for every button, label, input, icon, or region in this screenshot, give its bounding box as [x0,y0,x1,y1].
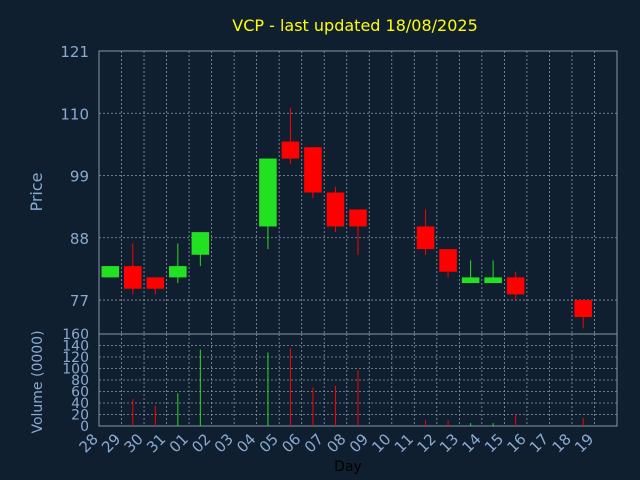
volume-tick-label: 80 [71,373,89,389]
candle-body [146,277,165,289]
candle-body [461,277,480,284]
volume-tick-label: 40 [71,396,89,412]
price-axis-tick-labels: 77 88 99 110 121 [60,43,89,310]
candle-body [304,147,322,193]
candle-body [326,192,345,227]
candle-body [169,266,187,278]
day-axis-label: Day [334,459,362,475]
price-tick-label: 77 [70,292,89,310]
price-tick-label: 110 [60,105,89,123]
volume-gridlines [99,334,617,426]
candle-body [349,209,367,227]
price-tick-label: 88 [70,230,89,248]
volume-series [132,348,584,426]
volume-axis-label: Volume (0000) [30,330,46,433]
price-gridlines [99,51,617,334]
volume-tick-label: 160 [62,327,89,343]
candle-body [574,300,593,318]
price-tick-label: 99 [70,168,89,186]
candle-body [191,232,210,255]
chart-title: VCP - last updated 18/08/2025 [232,16,478,35]
volume-tick-label: 120 [62,350,89,366]
candlestick-series [101,107,593,329]
candle-body [101,266,120,278]
price-panel: 77 88 99 110 121 Price [27,43,618,335]
candle-body [281,141,300,159]
candle-body [123,266,142,289]
candle-body [439,249,457,272]
volume-tick-label: 20 [71,408,89,424]
volume-tick-label: 60 [71,385,89,401]
candle-body [484,277,502,284]
price-tick-label: 121 [60,43,89,61]
candle-body [506,277,525,295]
candle-body [259,158,277,227]
day-axis-tick-labels: 2829303101020304050607080910111213141516… [76,430,598,456]
price-axis-label: Price [27,172,46,211]
volume-tick-label: 100 [62,362,89,378]
volume-tick-label: 0 [80,419,89,435]
candle-body [416,226,435,250]
volume-tick-label: 140 [62,339,89,355]
